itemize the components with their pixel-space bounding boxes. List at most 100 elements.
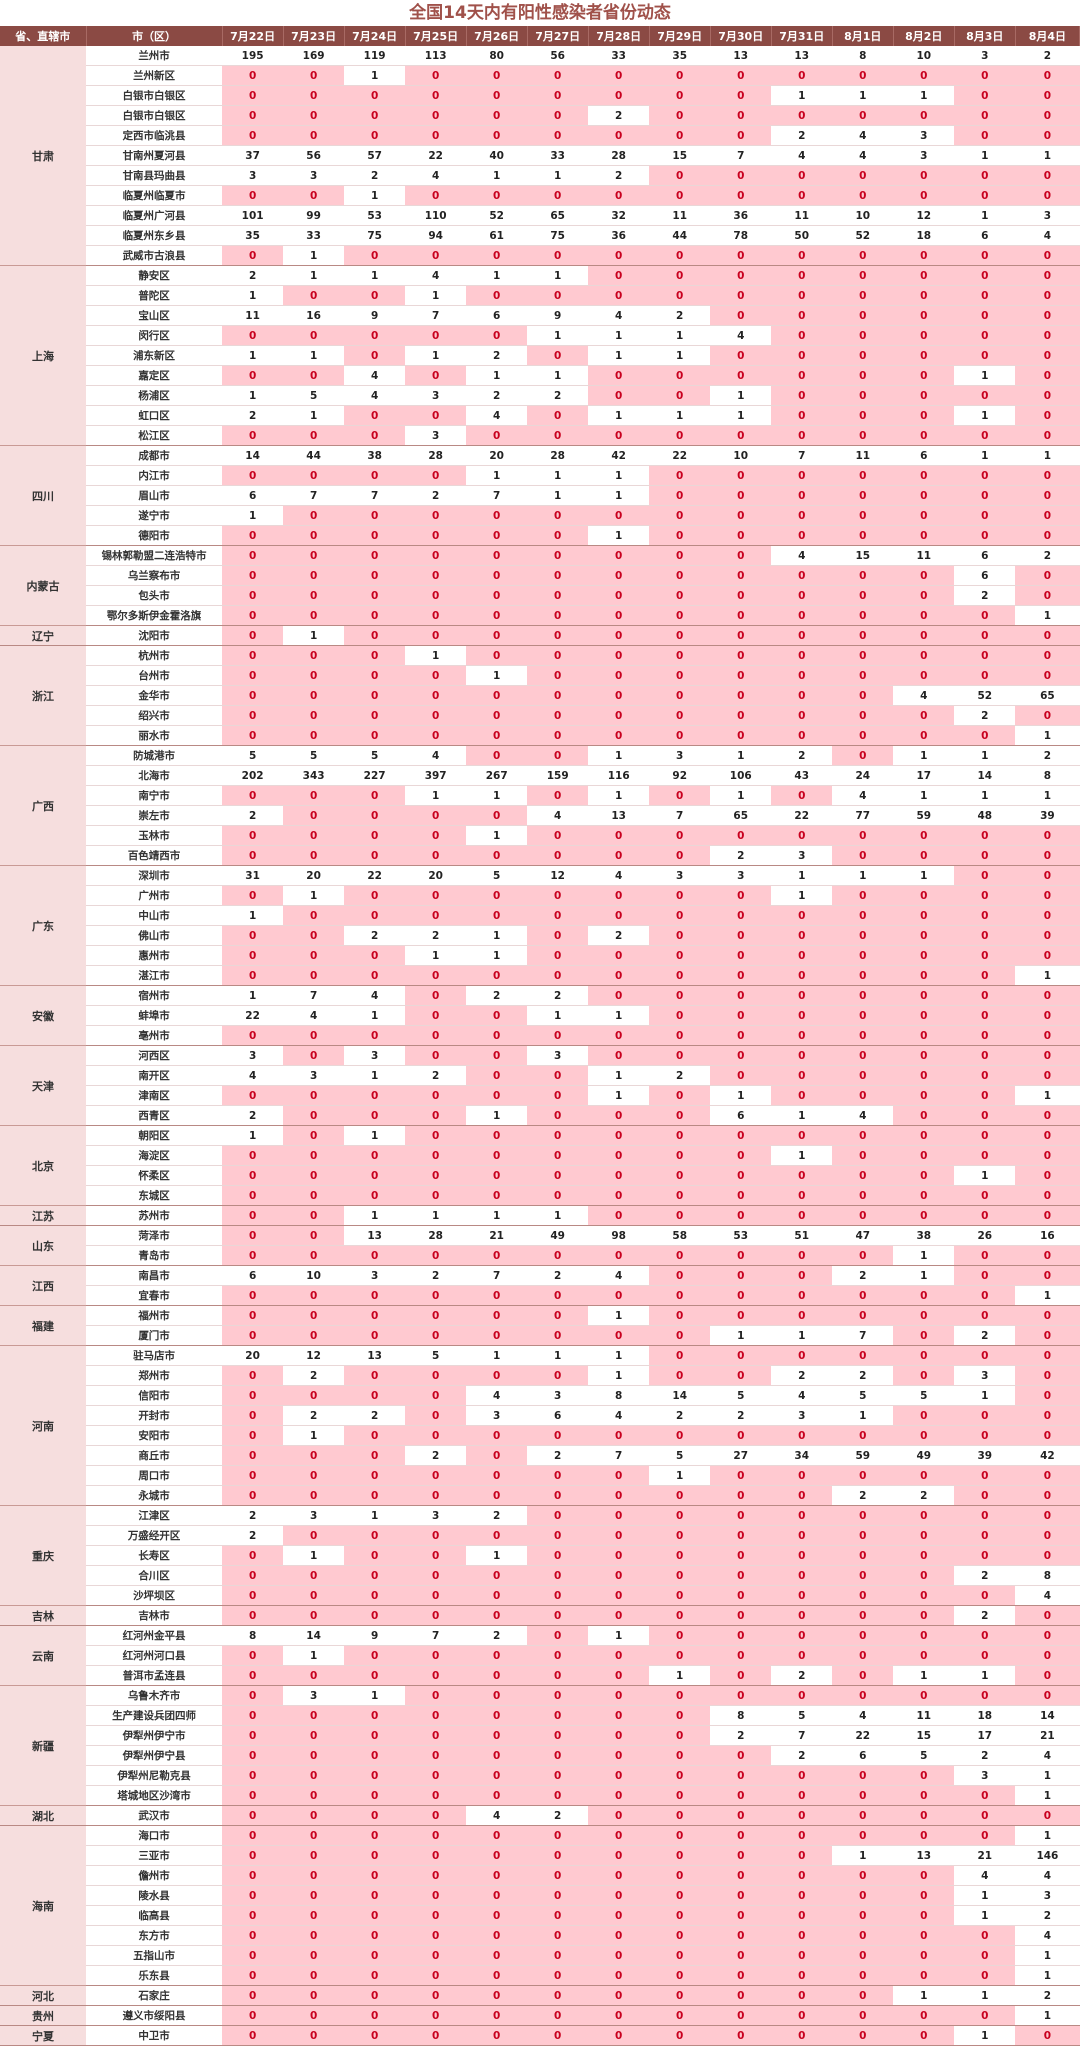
value-cell: 0 [588, 1985, 650, 2006]
table-row: 伊犁州伊宁市 0 0 0 0 0 0 0 0 2 7 22 15 17 21 [0, 1725, 1080, 1746]
value-cell: 0 [710, 125, 772, 146]
value-cell: 99 [283, 205, 345, 226]
value-cell: 0 [1015, 325, 1080, 346]
value-cell: 2 [954, 1605, 1016, 1626]
header-date: 7月30日 [710, 26, 772, 46]
value-cell: 2 [527, 985, 589, 1006]
value-cell: 2 [222, 1525, 284, 1546]
value-cell: 0 [1015, 1065, 1080, 1086]
value-cell: 0 [405, 2025, 467, 2046]
value-cell: 0 [954, 1265, 1016, 1286]
value-cell: 0 [771, 1185, 833, 1206]
table-row: 儋州市 0 0 0 0 0 0 0 0 0 0 0 0 4 4 [0, 1865, 1080, 1886]
value-cell: 1 [832, 1845, 894, 1866]
value-cell: 0 [527, 125, 589, 146]
value-cell: 2 [649, 305, 711, 326]
value-cell: 0 [1015, 1325, 1080, 1346]
city-cell: 宜春市 [86, 1285, 223, 1306]
value-cell: 0 [588, 365, 650, 386]
value-cell: 3 [405, 385, 467, 406]
value-cell: 0 [771, 825, 833, 846]
value-cell: 1 [283, 405, 345, 426]
value-cell: 0 [344, 885, 406, 906]
value-cell: 0 [527, 1885, 589, 1906]
city-cell: 普洱市孟连县 [86, 1665, 223, 1686]
value-cell: 0 [405, 1545, 467, 1566]
value-cell: 0 [283, 1565, 345, 1586]
value-cell: 0 [710, 285, 772, 306]
header-date: 7月22日 [222, 26, 284, 46]
value-cell: 0 [466, 245, 528, 266]
value-cell: 0 [588, 1725, 650, 1746]
value-cell: 4 [1015, 225, 1080, 246]
value-cell: 0 [405, 905, 467, 926]
value-cell: 0 [1015, 1045, 1080, 1066]
value-cell: 0 [527, 545, 589, 566]
value-cell: 0 [466, 545, 528, 566]
value-cell: 0 [710, 1285, 772, 1306]
value-cell: 0 [527, 345, 589, 366]
value-cell: 0 [222, 245, 284, 266]
value-cell: 2 [710, 1725, 772, 1746]
table-row: 四川 成都市 14 44 38 28 20 28 42 22 10 7 11 6 1 1 [0, 445, 1080, 546]
value-cell: 0 [893, 1685, 955, 1706]
value-cell: 0 [1015, 1365, 1080, 1386]
value-cell: 101 [222, 205, 284, 226]
value-cell: 0 [771, 1005, 833, 1026]
value-cell: 0 [710, 2025, 772, 2046]
value-cell: 0 [527, 1085, 589, 1106]
value-cell: 195 [222, 46, 284, 66]
value-cell: 0 [832, 1905, 894, 1926]
value-cell: 0 [283, 1705, 345, 1726]
value-cell: 0 [466, 745, 528, 766]
value-cell: 2 [954, 1565, 1016, 1586]
value-cell: 0 [283, 1825, 345, 1846]
value-cell: 0 [405, 125, 467, 146]
value-cell: 0 [954, 525, 1016, 546]
value-cell: 22 [344, 865, 406, 886]
value-cell: 0 [405, 725, 467, 746]
value-cell: 0 [222, 1465, 284, 1486]
value-cell: 0 [344, 2005, 406, 2026]
value-cell: 0 [405, 605, 467, 626]
value-cell: 0 [222, 705, 284, 726]
value-cell: 1 [771, 85, 833, 106]
value-cell: 9 [344, 305, 406, 326]
value-cell: 169 [283, 46, 345, 66]
value-cell: 0 [893, 1945, 955, 1966]
value-cell: 0 [771, 185, 833, 206]
value-cell: 0 [771, 585, 833, 606]
value-cell: 0 [1015, 825, 1080, 846]
value-cell: 0 [344, 245, 406, 266]
value-cell: 0 [954, 265, 1016, 286]
value-cell: 106 [710, 765, 772, 786]
value-cell: 0 [1015, 865, 1080, 886]
value-cell: 0 [588, 1765, 650, 1786]
value-cell: 94 [405, 225, 467, 246]
value-cell: 2 [222, 265, 284, 286]
value-cell: 0 [344, 525, 406, 546]
value-cell: 0 [405, 965, 467, 986]
value-cell: 0 [588, 1205, 650, 1226]
value-cell: 2 [954, 585, 1016, 606]
value-cell: 8 [710, 1705, 772, 1726]
value-cell: 0 [954, 1925, 1016, 1946]
city-cell: 静安区 [86, 265, 223, 286]
city-cell: 青岛市 [86, 1245, 223, 1266]
value-cell: 0 [710, 65, 772, 86]
province-cell: 天津 [0, 1045, 87, 1126]
value-cell: 0 [222, 945, 284, 966]
table-row: 伊犁州尼勒克县 0 0 0 0 0 0 0 0 0 0 0 0 3 1 [0, 1765, 1080, 1786]
value-cell: 0 [405, 1245, 467, 1266]
value-cell: 0 [405, 1125, 467, 1146]
city-cell: 德阳市 [86, 525, 223, 546]
value-cell: 0 [893, 885, 955, 906]
value-cell: 0 [893, 1125, 955, 1146]
value-cell: 0 [954, 185, 1016, 206]
city-cell: 眉山市 [86, 485, 223, 506]
value-cell: 0 [893, 245, 955, 266]
value-cell: 0 [588, 1845, 650, 1866]
value-cell: 2 [222, 405, 284, 426]
value-cell: 0 [222, 465, 284, 486]
value-cell: 0 [344, 1445, 406, 1466]
